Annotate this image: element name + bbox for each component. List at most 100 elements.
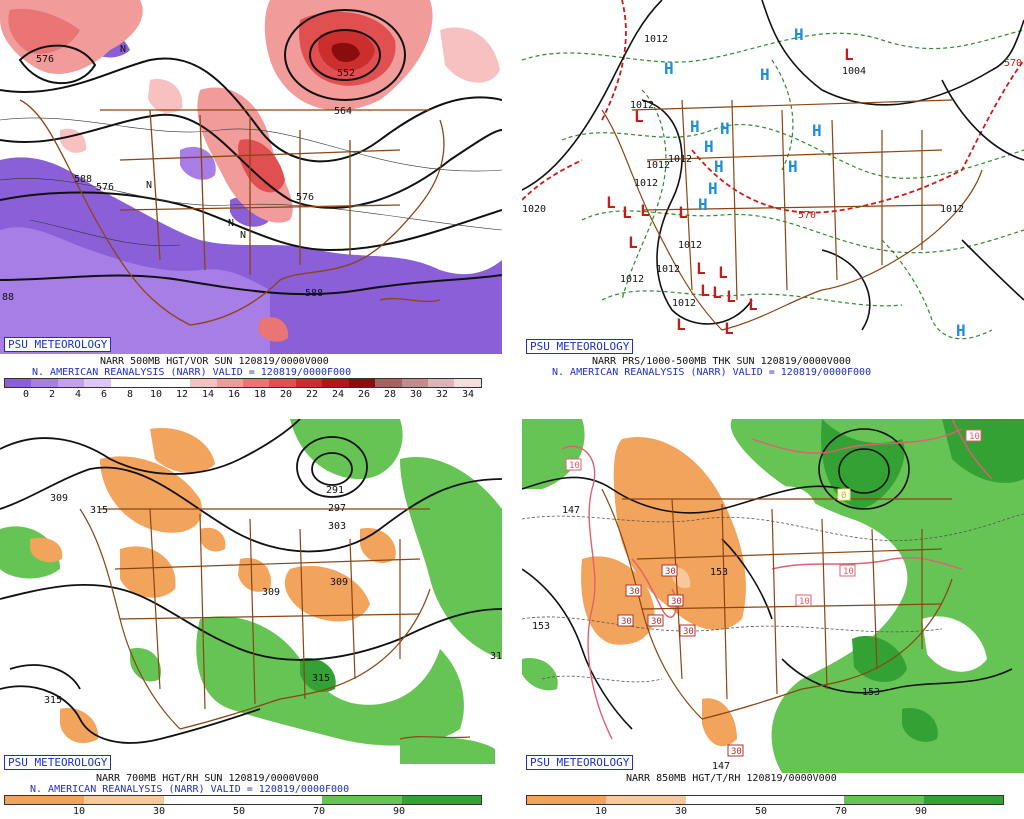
vorticity-marker: N [240, 230, 246, 241]
panel-700mb-humidity: 309 315 291 297 303 309 309 315 315 31 P… [0, 419, 502, 819]
isotherm-label: 30 [629, 587, 640, 597]
low-pressure-marker: L [748, 295, 758, 314]
isotherm-label: 30 [683, 627, 694, 637]
scale-tick: 10 [72, 806, 86, 817]
panel-surface-pressure-thickness: 1012 1012 1012 1012 1012 1012 1012 1012 … [522, 0, 1024, 400]
isotherm-box: 10 [965, 429, 982, 442]
isobar-label: 1012 [672, 298, 696, 309]
scale-tick: 34 [461, 389, 475, 400]
isotherm-label: 30 [621, 617, 632, 627]
contour-label: 315 [90, 505, 108, 516]
caption-title: NARR 850MB HGT/T/RH 120819/0000V000 [626, 773, 837, 784]
contour-label: 88 [2, 292, 14, 303]
contour-label: 588 [74, 174, 92, 185]
contour-label: 309 [262, 587, 280, 598]
vorticity-marker: N [228, 218, 234, 229]
vorticity-map: 576 552 564 576 588 588 576 N N N N 88 [0, 0, 502, 354]
caption-title: NARR 500MB HGT/VOR SUN 120819/0000V000 [100, 356, 329, 367]
scale-tick: 70 [312, 806, 326, 817]
caption-title: NARR PRS/1000-500MB THK SUN 120819/0000V… [592, 356, 851, 367]
low-pressure-marker: L [678, 203, 688, 222]
psu-meteorology-logo: PSU METEOROLOGY [4, 337, 112, 352]
isotherm-box: 30 [679, 624, 696, 637]
isotherm-box: 10 [795, 594, 812, 607]
low-pressure-marker: L [640, 201, 650, 220]
scale-tick: 16 [227, 389, 241, 400]
contour-label: 153 [532, 621, 550, 632]
psu-meteorology-logo: PSU METEOROLOGY [4, 755, 112, 770]
high-pressure-marker: H [812, 121, 822, 140]
contour-label: 153 [862, 687, 880, 698]
humidity-scale-ticks: 10 30 50 70 90 [4, 806, 480, 817]
isotherm-label: 30 [671, 597, 682, 607]
isobar-label: 1012 [646, 160, 670, 171]
high-pressure-marker: H [708, 179, 718, 198]
psu-meteorology-logo: PSU METEOROLOGY [526, 755, 634, 770]
low-pressure-marker: L [634, 107, 644, 126]
caption-valid: N. AMERICAN REANALYSIS (NARR) VALID = 12… [552, 367, 872, 378]
scale-tick: 50 [754, 806, 768, 817]
scale-tick: 50 [232, 806, 246, 817]
scale-tick: 14 [201, 389, 215, 400]
scale-tick: 24 [331, 389, 345, 400]
contour-label: 576 [36, 54, 54, 65]
low-pressure-marker: L [676, 315, 686, 334]
scale-tick: 22 [305, 389, 319, 400]
thickness-label: 570 [798, 210, 816, 221]
low-pressure-marker: L [628, 233, 638, 252]
isotherm-box: 30 [667, 594, 684, 607]
isotherm-label: 30 [665, 567, 676, 577]
scale-tick: 90 [914, 806, 928, 817]
contour-label: 303 [328, 521, 346, 532]
high-pressure-marker: H [698, 195, 708, 214]
isobar-label: 1012 [668, 154, 692, 165]
pressure-thickness-map: 1012 1012 1012 1012 1012 1012 1012 1012 … [522, 0, 1024, 354]
humidity-color-scale [4, 795, 482, 805]
scale-tick: 0 [22, 389, 30, 400]
isotherm-label: 0 [841, 491, 846, 501]
contour-label: 315 [312, 673, 330, 684]
scale-tick: 30 [674, 806, 688, 817]
scale-tick: 28 [383, 389, 397, 400]
isotherm-box: 10 [565, 458, 582, 471]
low-pressure-marker: L [724, 319, 734, 338]
low-pressure-marker: L [622, 203, 632, 222]
isobar-label: 1004 [842, 66, 866, 77]
low-pressure-marker: L [606, 193, 616, 212]
isotherm-label: 10 [843, 567, 854, 577]
high-pressure-marker: H [956, 321, 966, 340]
high-pressure-marker: H [720, 119, 730, 138]
scale-tick: 32 [435, 389, 449, 400]
high-pressure-marker: H [760, 65, 770, 84]
scale-tick: 30 [152, 806, 166, 817]
isotherm-box: 30 [727, 744, 744, 757]
scale-tick: 8 [126, 389, 134, 400]
isotherm-box: 30 [625, 584, 642, 597]
low-pressure-marker: L [712, 283, 722, 302]
contour-label: 309 [330, 577, 348, 588]
isotherm-label: 30 [651, 617, 662, 627]
isobar-label: 1012 [630, 100, 654, 111]
vorticity-color-scale [4, 378, 482, 388]
contour-label: 576 [296, 192, 314, 203]
isotherm-box: 30 [661, 564, 678, 577]
low-pressure-marker: L [726, 287, 736, 306]
vorticity-marker: N [120, 44, 126, 55]
contour-label: 309 [50, 493, 68, 504]
thickness-label: 570 [1004, 58, 1022, 69]
contour-label: 291 [326, 485, 344, 496]
scale-tick: 30 [409, 389, 423, 400]
contour-label: 588 [305, 288, 323, 299]
scale-tick: 10 [149, 389, 163, 400]
high-pressure-marker: H [794, 25, 804, 44]
contour-label: 147 [562, 505, 580, 516]
isotherm-box: 30 [617, 614, 634, 627]
scale-tick: 70 [834, 806, 848, 817]
isotherm-label: 10 [799, 597, 810, 607]
contour-label: 315 [44, 695, 62, 706]
isobar-label: 1012 [620, 274, 644, 285]
scale-tick: 6 [100, 389, 108, 400]
isotherm-box: 30 [647, 614, 664, 627]
high-pressure-marker: H [788, 157, 798, 176]
low-pressure-marker: L [700, 281, 710, 300]
